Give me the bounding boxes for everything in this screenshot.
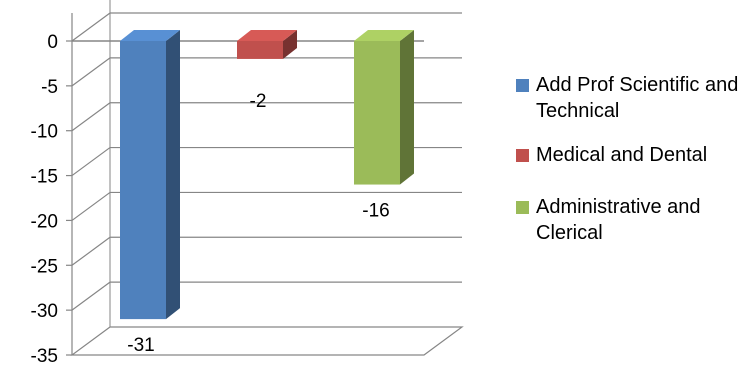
- data-label: -16: [362, 201, 389, 222]
- legend-swatch: [516, 149, 529, 162]
- bar-top: [354, 30, 414, 41]
- gridline-diagonal: [71, 102, 111, 132]
- legend-label: Administrative and Clerical: [536, 196, 701, 244]
- bar-side: [283, 30, 297, 59]
- bar-side: [166, 30, 180, 320]
- y-axis: 0 -5 -10 -15 -20 -25 -30 -35: [31, 32, 72, 367]
- bar-chart: 0 -5 -10 -15 -20 -25 -30 -35 -31 -2 -16: [31, 0, 464, 367]
- data-labels: -31 -2 -16: [127, 91, 389, 356]
- bar-side: [400, 30, 414, 185]
- legend-item: Add Prof Scientific and Technical: [514, 72, 744, 124]
- y-tick-label: -5: [41, 77, 58, 98]
- y-tick-label: -15: [31, 167, 58, 188]
- y-tick-label: 0: [47, 32, 58, 53]
- y-tick-label: -30: [31, 301, 58, 322]
- legend-item: Administrative and Clerical: [514, 194, 744, 246]
- y-tick-label: -35: [31, 346, 58, 367]
- legend: Add Prof Scientific and Technical Medical…: [514, 72, 744, 246]
- bars: [120, 30, 414, 320]
- gridline-diagonal: [71, 236, 111, 266]
- gridline-diagonal: [71, 281, 111, 311]
- legend-swatch: [516, 79, 529, 92]
- legend-swatch: [516, 201, 529, 214]
- bar-front: [237, 41, 283, 59]
- y-tick-label: -10: [31, 122, 58, 143]
- legend-item: Medical and Dental: [514, 142, 744, 168]
- bar-top: [237, 30, 297, 41]
- gridline-diagonal: [71, 147, 111, 177]
- legend-label: Medical and Dental: [536, 144, 708, 166]
- bar-2: [237, 30, 297, 59]
- gridline-diagonal: [71, 191, 111, 221]
- data-label: -31: [127, 335, 154, 356]
- legend-label: Add Prof Scientific and Technical: [536, 74, 739, 122]
- chart-walls: [70, 0, 464, 356]
- bar-1: [120, 30, 180, 320]
- bar-front: [354, 41, 400, 185]
- gridline-diagonal: [71, 12, 111, 42]
- bar-top: [120, 30, 180, 41]
- chart-floor: [70, 326, 464, 356]
- y-tick-label: -20: [31, 211, 58, 232]
- y-tick-label: -25: [31, 256, 58, 277]
- data-label: -2: [250, 91, 267, 112]
- bar-front: [120, 41, 166, 320]
- gridline-diagonal: [71, 57, 111, 87]
- bar-3: [354, 30, 414, 185]
